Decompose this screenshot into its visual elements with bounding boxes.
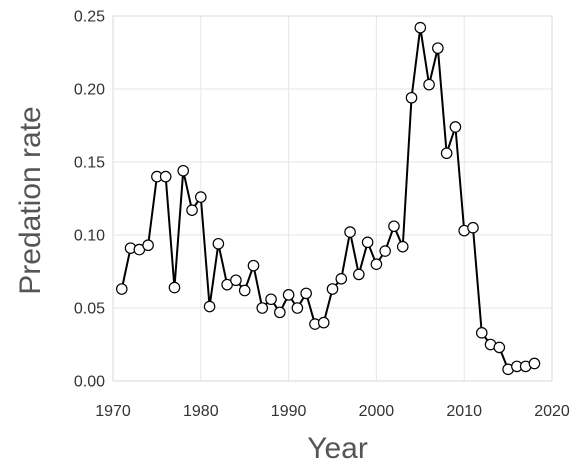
x-tick-label: 2010 [446,403,482,420]
data-point [274,306,286,319]
data-point [238,284,251,297]
data-point [467,221,479,234]
data-point [449,121,462,133]
data-point [475,327,488,339]
data-point [159,170,172,183]
data-point [353,268,365,281]
data-point [186,204,198,216]
data-point [344,226,356,238]
plot-frame [112,15,553,382]
y-axis-title: Predation rate [14,106,47,294]
data-point [282,289,295,301]
y-axis-ticks: 0.00 0.05 0.10 0.15 0.20 0.25 [74,9,105,391]
x-tick-label: 2020 [534,403,570,420]
x-axis-ticks: 1970 1980 1990 2000 2010 2020 [95,403,570,420]
data-point [528,357,541,370]
data-point [396,240,409,253]
data-point [195,191,207,203]
data-point [317,316,330,329]
x-tick-label: 1970 [95,403,131,420]
x-tick-label: 2000 [359,403,395,420]
data-point [115,283,128,295]
x-tick-label: 1990 [271,403,307,420]
data-points [115,21,541,376]
data-point [212,237,225,250]
data-point [493,341,506,354]
data-point [440,147,453,160]
data-point [256,302,269,314]
data-point [142,239,154,252]
data-point [177,164,190,177]
y-tick-label: 0.25 [74,9,105,26]
data-point [414,21,427,34]
data-point [335,272,348,285]
data-point [168,281,181,294]
data-point [326,283,339,295]
data-point [203,300,216,313]
data-point [388,220,400,233]
x-axis-title: Year [307,432,368,464]
data-point [300,287,312,300]
data-point [370,258,383,270]
y-tick-label: 0.05 [74,301,105,318]
grid [112,15,553,382]
data-point [361,236,374,249]
series-line [120,27,535,371]
y-tick-label: 0.15 [74,155,105,172]
y-tick-label: 0.20 [74,82,105,99]
data-point [265,293,277,306]
data-point [379,245,391,257]
y-tick-label: 0.10 [74,228,105,245]
data-point [405,91,418,104]
data-point [230,274,242,287]
y-tick-label: 0.00 [74,374,105,391]
data-point [423,78,435,91]
data-point [247,259,260,272]
data-point [432,42,444,54]
data-point [291,302,304,314]
x-tick-label: 1980 [183,403,219,420]
